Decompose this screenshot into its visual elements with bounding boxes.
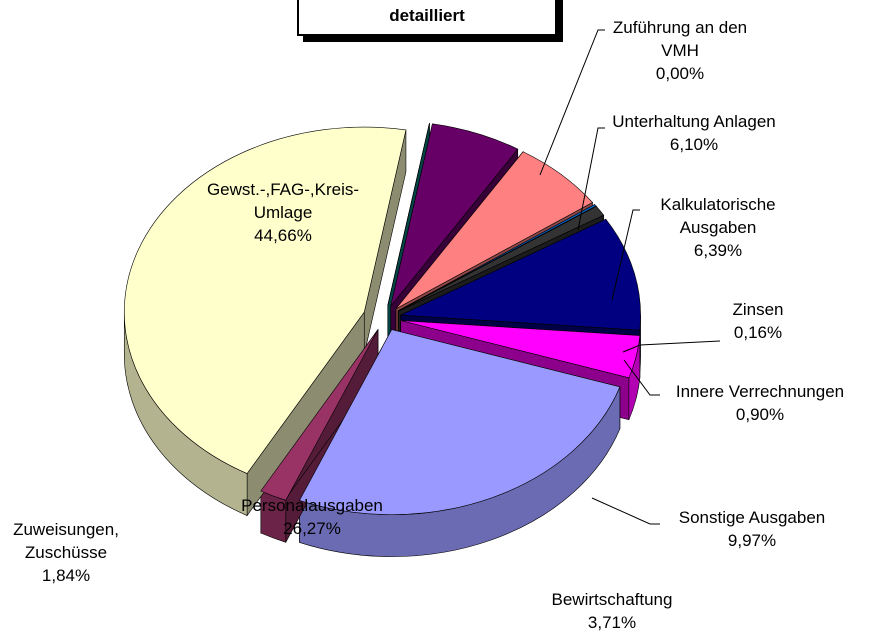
slice-label: Sonstige Ausgaben 9,97% xyxy=(647,506,857,552)
slice-label: Zuweisungen, Zuschüsse 1,84% xyxy=(6,518,126,587)
leader-line xyxy=(577,127,605,231)
category-label: Innere Verrechnungen xyxy=(675,382,845,401)
leader-line xyxy=(622,340,721,353)
slice xyxy=(398,206,605,312)
slice xyxy=(400,320,641,379)
value-label: 0,90% xyxy=(735,405,785,424)
slice-label: Gewst.-,FAG-,Kreis-Umlage 44,66% xyxy=(198,178,368,247)
slice-label: Bewirtschaftung 3,71% xyxy=(527,588,697,634)
value-label: 26,27% xyxy=(283,519,341,538)
category-label: Gewst.-,FAG-,Kreis-Umlage xyxy=(206,180,360,222)
value-label: 0,16% xyxy=(733,323,783,342)
value-label: 6,10% xyxy=(669,135,719,154)
slice-label: Zinsen 0,16% xyxy=(708,298,808,344)
category-label: Kalkulatorische Ausgaben xyxy=(660,195,776,237)
value-label: 9,97% xyxy=(727,531,777,550)
slice xyxy=(299,329,621,515)
slice xyxy=(390,123,519,307)
slice-label: Zuführung an den VMH 0,00% xyxy=(605,16,755,85)
slice xyxy=(123,126,407,474)
slice-label: Personalausgaben 26,27% xyxy=(212,494,412,540)
value-label: 1,84% xyxy=(41,566,91,585)
leader-line xyxy=(623,359,660,396)
value-label: 3,71% xyxy=(587,613,637,632)
slice-label: Unterhaltung Anlagen 6,10% xyxy=(584,110,804,156)
value-label: 6,39% xyxy=(693,241,743,260)
category-label: Sonstige Ausgaben xyxy=(678,508,826,527)
slice xyxy=(398,204,597,311)
value-label: 44,66% xyxy=(254,226,312,245)
slice xyxy=(395,151,593,309)
leader-line xyxy=(591,497,660,525)
category-label: Zuweisungen, Zuschüsse xyxy=(13,520,119,562)
slice-label: Innere Verrechnungen 0,90% xyxy=(645,380,869,426)
category-label: Bewirtschaftung xyxy=(551,590,673,609)
category-label: Zinsen xyxy=(732,300,784,319)
leader-line xyxy=(539,29,605,176)
value-label: 0,00% xyxy=(655,64,705,83)
category-label: Personalausgaben xyxy=(241,496,383,515)
category-label: Zuführung an den VMH xyxy=(612,18,748,60)
slice xyxy=(400,218,641,331)
slice xyxy=(260,329,379,501)
chart-title: detailliert xyxy=(297,0,557,36)
slice-label: Kalkulatorische Ausgaben 6,39% xyxy=(648,193,788,262)
category-label: Unterhaltung Anlagen xyxy=(612,112,776,131)
leader-line xyxy=(611,209,640,301)
